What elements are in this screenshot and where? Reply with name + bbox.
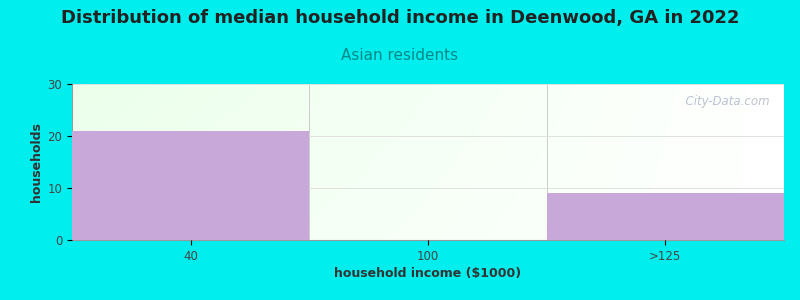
Bar xyxy=(72,131,310,240)
Text: Asian residents: Asian residents xyxy=(342,48,458,63)
Text: City-Data.com: City-Data.com xyxy=(678,95,770,108)
Text: Distribution of median household income in Deenwood, GA in 2022: Distribution of median household income … xyxy=(61,9,739,27)
Y-axis label: households: households xyxy=(30,122,43,202)
Bar xyxy=(546,193,784,240)
X-axis label: household income ($1000): household income ($1000) xyxy=(334,267,522,280)
